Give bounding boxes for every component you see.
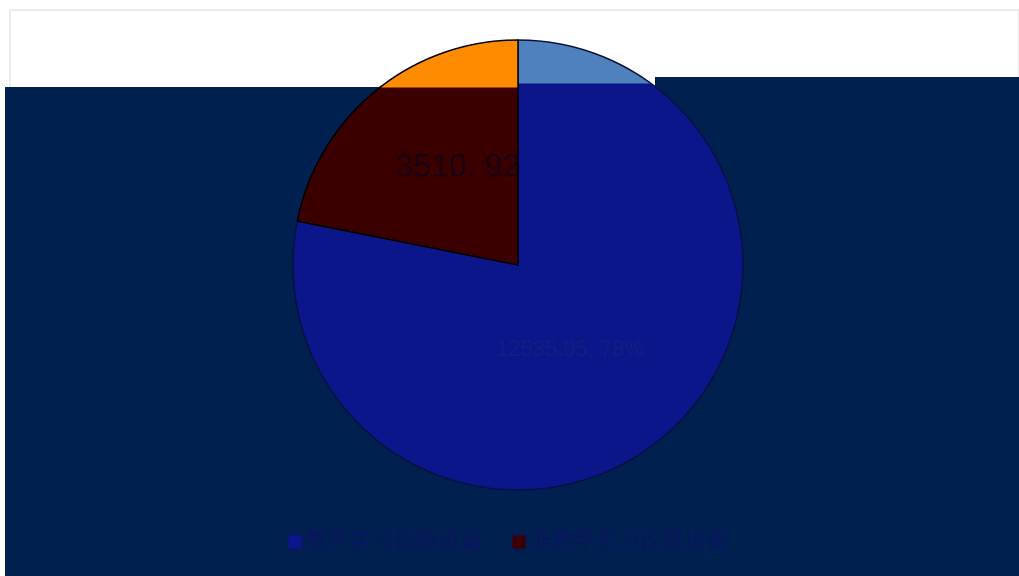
legend-swatch xyxy=(287,534,303,550)
legend-label: 非教学实习仪器设备 xyxy=(530,528,728,553)
data-label: 3510. 92 xyxy=(396,147,521,183)
legend-swatch xyxy=(511,534,527,550)
legend-label: 教学实习仪器设备 xyxy=(306,528,482,553)
pie-slice xyxy=(296,39,519,266)
data-label: 12535.95, 78% xyxy=(496,336,644,361)
